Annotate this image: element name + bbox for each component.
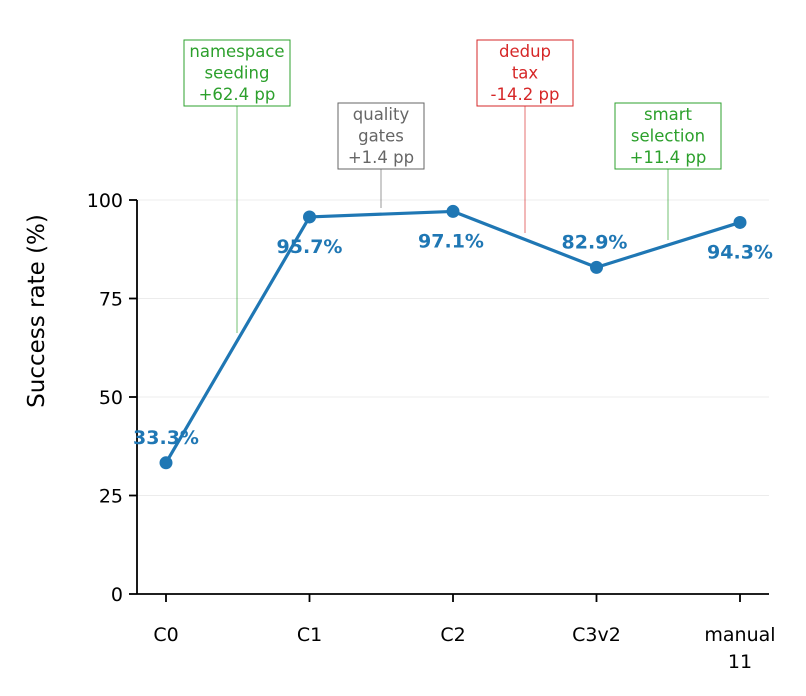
x-tick-label: C3v2 <box>572 624 621 646</box>
x-tick-label: C0 <box>153 624 178 646</box>
annotation-dedup: dedup tax -14.2 pp <box>476 39 574 233</box>
annotation-text: -14.2 pp <box>491 85 560 104</box>
x-tick-label: C1 <box>297 624 322 646</box>
data-label: 95.7% <box>277 236 343 258</box>
data-label: 97.1% <box>418 230 484 252</box>
annotation-text: +1.4 pp <box>348 148 414 167</box>
data-point <box>733 215 747 229</box>
data-point <box>159 456 173 470</box>
annotation-box <box>183 39 291 107</box>
y-tick-label: 0 <box>111 584 123 606</box>
annotation-smart: smart selection +11.4 pp <box>614 102 722 240</box>
data-label: 82.9% <box>562 231 628 253</box>
annotation-box <box>614 102 722 170</box>
annotation-text: tax <box>512 64 539 83</box>
annotation-text: namespace <box>189 42 284 61</box>
y-tick-label: 100 <box>87 190 123 212</box>
annotation-quality: quality gates +1.4 pp <box>337 102 425 208</box>
annotation-text: seeding <box>205 64 270 83</box>
data-label: 33.3% <box>133 427 199 449</box>
annotation-text: +11.4 pp <box>630 148 707 167</box>
y-axis-title: Success rate (%) <box>24 214 50 408</box>
annotation-namespace: namespace seeding +62.4 pp <box>183 39 291 333</box>
data-point <box>303 210 316 224</box>
annotation-box <box>337 102 425 170</box>
annotation-box <box>476 39 574 107</box>
x-tick-label: C2 <box>440 624 465 646</box>
x-tick-label: manual 11 <box>704 624 775 673</box>
annotation-text: quality <box>353 105 410 124</box>
y-tick-label: 25 <box>99 486 123 508</box>
data-label: 94.3% <box>707 241 773 263</box>
annotations: namespace seeding +62.4 pp quality gates +1.4… <box>183 39 722 333</box>
annotation-text: dedup <box>499 42 551 61</box>
annotation-text: gates <box>358 127 404 146</box>
data-point <box>590 260 603 274</box>
annotation-text: +62.4 pp <box>199 85 276 104</box>
annotation-text: smart <box>644 105 693 124</box>
grid-lines <box>137 199 769 496</box>
axes: 0 25 50 75 100 C0 C1 C2 C3v2 manual 11 <box>87 190 776 673</box>
data-point <box>446 204 460 218</box>
series-layer: 33.3% 95.7% 97.1% 82.9% 94.3% <box>133 204 773 470</box>
y-tick-label: 50 <box>99 387 123 409</box>
annotation-text: selection <box>631 127 705 146</box>
y-tick-label: 75 <box>99 289 123 311</box>
